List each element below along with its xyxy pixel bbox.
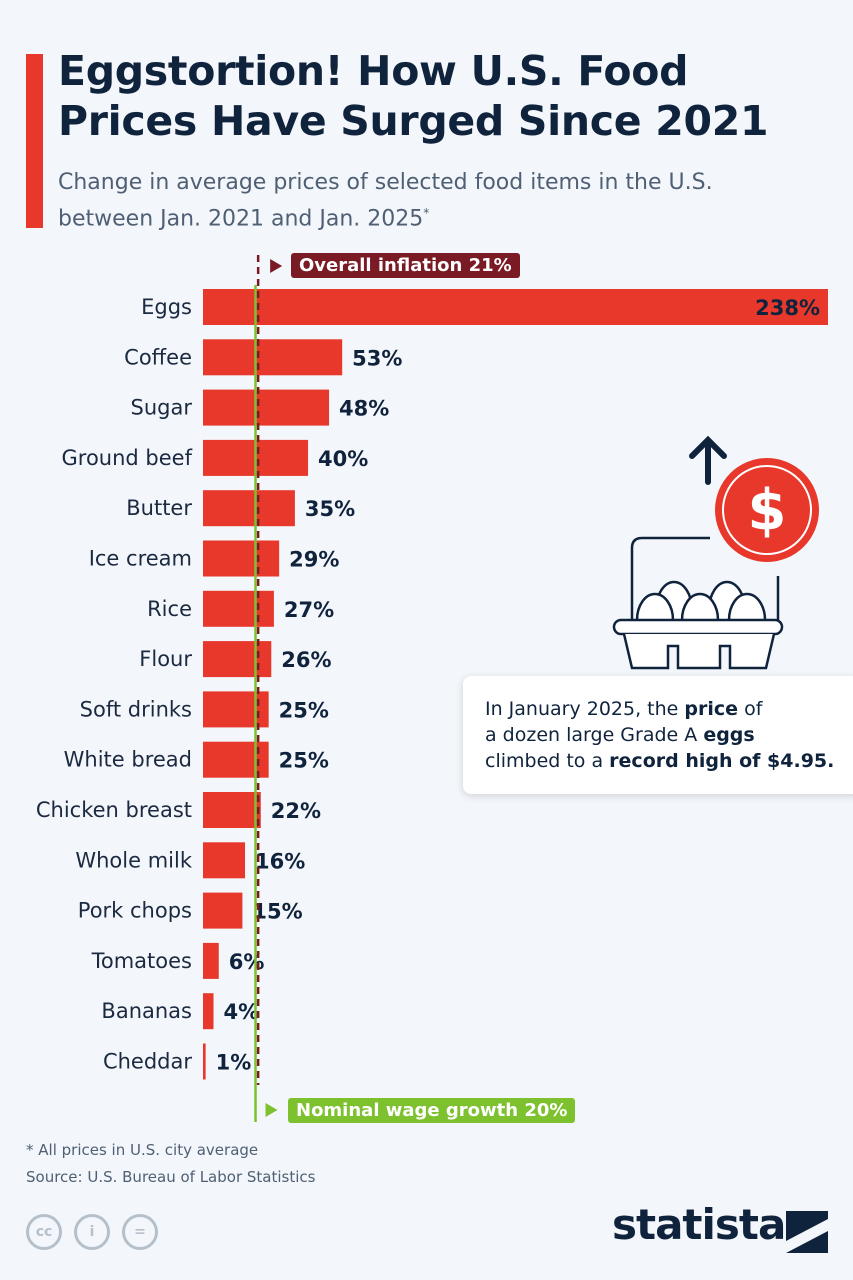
subtitle: Change in average prices of selected foo… [58, 170, 713, 232]
title-accent-bar [26, 54, 43, 228]
source: Source: U.S. Bureau of Labor Statistics [26, 1168, 316, 1186]
data-label: 40% [318, 447, 368, 471]
bar [203, 691, 269, 728]
svg-text:$: $ [748, 478, 787, 543]
data-label: 26% [281, 648, 331, 672]
bar [203, 942, 219, 979]
category-label: Ice cream [89, 547, 192, 571]
bar [203, 892, 243, 929]
bar [203, 842, 246, 879]
egg-carton-icon [612, 536, 784, 670]
data-label: 15% [252, 900, 302, 924]
callout-box: In January 2025, the price of a dozen la… [463, 676, 853, 794]
category-label: Bananas [101, 999, 192, 1023]
category-label: Pork chops [78, 899, 192, 923]
bar [203, 641, 272, 678]
cc-icon: cc [26, 1214, 62, 1250]
bar [203, 540, 280, 577]
no-derivatives-icon: = [122, 1214, 158, 1250]
bar [203, 993, 214, 1030]
attribution-icon: i [74, 1214, 110, 1250]
dollar-coin-icon: $ [715, 458, 819, 562]
data-label: 16% [255, 849, 305, 873]
statista-logo[interactable]: statista [612, 1200, 786, 1249]
page-title: Eggstortion! How U.S. Food Prices Have Su… [58, 47, 769, 145]
bar [203, 792, 261, 828]
bar [203, 389, 330, 426]
data-label: 53% [352, 346, 402, 370]
license-icons: cc i = [26, 1214, 158, 1250]
data-label: 1% [216, 1051, 252, 1075]
data-label: 238% [755, 296, 820, 320]
category-label: Ground beef [62, 446, 193, 470]
category-label: Soft drinks [80, 697, 192, 721]
category-label: Eggs [141, 295, 192, 319]
data-label: 29% [289, 548, 339, 572]
category-label: Chicken breast [36, 798, 192, 822]
category-label: Cheddar [103, 1050, 192, 1074]
arrow-up-icon [689, 435, 727, 485]
statista-logo-mark-icon [786, 1211, 828, 1253]
bar [203, 1043, 206, 1080]
data-label: 22% [271, 799, 321, 823]
category-label: Coffee [124, 345, 192, 369]
bar [203, 339, 343, 376]
category-label: Flour [139, 647, 192, 671]
bar [203, 289, 828, 325]
data-label: 25% [279, 698, 329, 722]
data-label: 48% [339, 397, 389, 421]
wage-marker-icon [265, 1103, 278, 1117]
category-label: Butter [126, 496, 192, 520]
data-label: 35% [305, 497, 355, 521]
inflation-label: Overall inflation 21% [291, 253, 520, 278]
inflation-marker-icon [270, 259, 283, 273]
egg-carton-illustration: $ [612, 435, 819, 670]
wage-label: Nominal wage growth 20% [288, 1098, 576, 1123]
data-label: 25% [279, 749, 329, 773]
category-label: White bread [64, 748, 192, 772]
footnote: * All prices in U.S. city average Source:… [26, 1137, 315, 1191]
bar [203, 490, 295, 527]
data-label: 27% [284, 598, 334, 622]
category-label: Rice [147, 597, 192, 621]
data-label: 4% [224, 1000, 260, 1024]
bar [203, 590, 274, 627]
category-label: Sugar [131, 396, 193, 420]
category-label: Whole milk [75, 848, 192, 872]
category-label: Tomatoes [91, 949, 192, 973]
